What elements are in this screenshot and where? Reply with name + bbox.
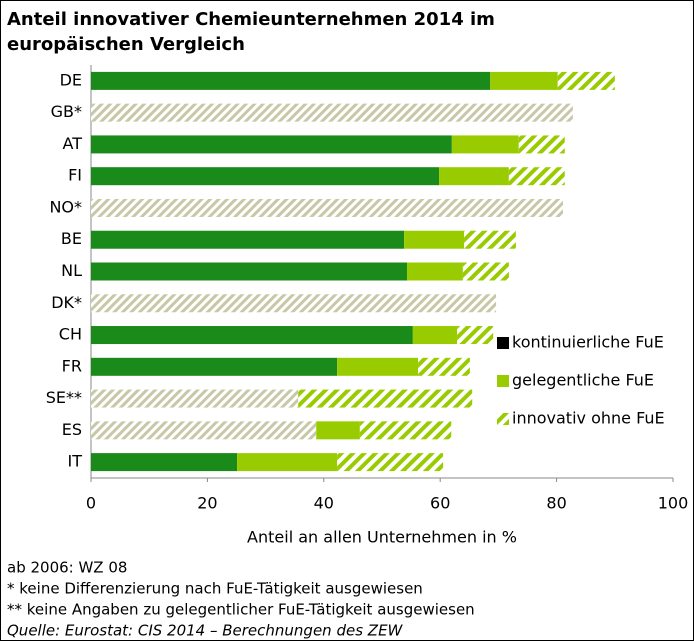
chart-title: europäischen Vergleich	[7, 34, 245, 55]
bar-segment	[508, 167, 565, 186]
bar-segment	[457, 326, 494, 345]
bar-segment	[91, 357, 338, 376]
bar-segment	[91, 167, 440, 186]
bar-segment	[407, 262, 463, 281]
bar-segment	[451, 135, 519, 154]
note: ab 2006: WZ 08	[7, 559, 127, 577]
bar-segment	[404, 230, 465, 249]
bar-segment	[418, 357, 470, 376]
x-axis-label: Anteil an allen Unternehmen in %	[247, 528, 517, 547]
y-tick-label: DK*	[51, 293, 82, 312]
bar-segment	[237, 453, 338, 472]
y-tick-label: FR	[62, 356, 82, 375]
y-tick-label: DE	[60, 70, 82, 89]
y-tick-label: ES	[62, 420, 82, 439]
y-tick-label: NL	[61, 261, 82, 280]
legend-label: innovativ ohne FuE	[512, 409, 665, 428]
legend-swatch	[497, 375, 509, 387]
bar-segment	[91, 230, 405, 249]
y-tick-label: IT	[68, 452, 83, 471]
bar-segment	[490, 71, 558, 90]
bar-segment	[91, 135, 452, 154]
y-tick-label: SE**	[46, 388, 82, 407]
bar-segment	[316, 421, 360, 440]
bar-segment	[464, 230, 516, 249]
bar-segment	[298, 389, 473, 408]
y-tick-label: FI	[68, 166, 82, 185]
bar-segment	[91, 262, 408, 281]
bar-segment	[557, 71, 615, 90]
bar-segment	[439, 167, 509, 186]
bar-segment	[462, 262, 509, 281]
bar-segment	[518, 135, 565, 154]
bar-segment	[91, 198, 564, 217]
x-tick-label: 20	[197, 494, 217, 513]
x-tick-label: 60	[430, 494, 450, 513]
bar-segment	[337, 357, 419, 376]
y-tick-label: CH	[59, 325, 82, 344]
x-tick-label: 40	[314, 494, 334, 513]
bar-segment	[91, 389, 299, 408]
bar-segment	[91, 71, 491, 90]
legend-label: kontinuierliche FuE	[512, 333, 664, 352]
bar-segment	[91, 103, 573, 122]
bar-segment	[337, 453, 444, 472]
chart-title: Anteil innovativer Chemieunternehmen 201…	[7, 9, 495, 30]
bar-segment	[91, 326, 413, 345]
bar-segment	[412, 326, 458, 345]
note: Quelle: Eurostat: CIS 2014 – Berechnunge…	[7, 622, 404, 640]
y-tick-label: NO*	[49, 197, 82, 216]
x-tick-label: 0	[86, 494, 96, 513]
y-tick-label: AT	[63, 134, 83, 153]
note: ** keine Angaben zu gelegentlicher FuE-T…	[7, 601, 475, 619]
y-tick-label: GB*	[51, 102, 82, 121]
x-tick-label: 80	[546, 494, 566, 513]
legend-swatch	[497, 413, 509, 425]
legend-swatch	[497, 337, 509, 349]
bar-segment	[359, 421, 452, 440]
bar-segment	[91, 421, 317, 440]
bar-segment	[91, 453, 238, 472]
legend-label: gelegentliche FuE	[512, 371, 654, 390]
note: * keine Differenzierung nach FuE-Tätigke…	[7, 580, 423, 598]
bar-segment	[91, 294, 497, 313]
y-tick-label: BE	[61, 229, 82, 248]
x-tick-label: 100	[658, 494, 689, 513]
